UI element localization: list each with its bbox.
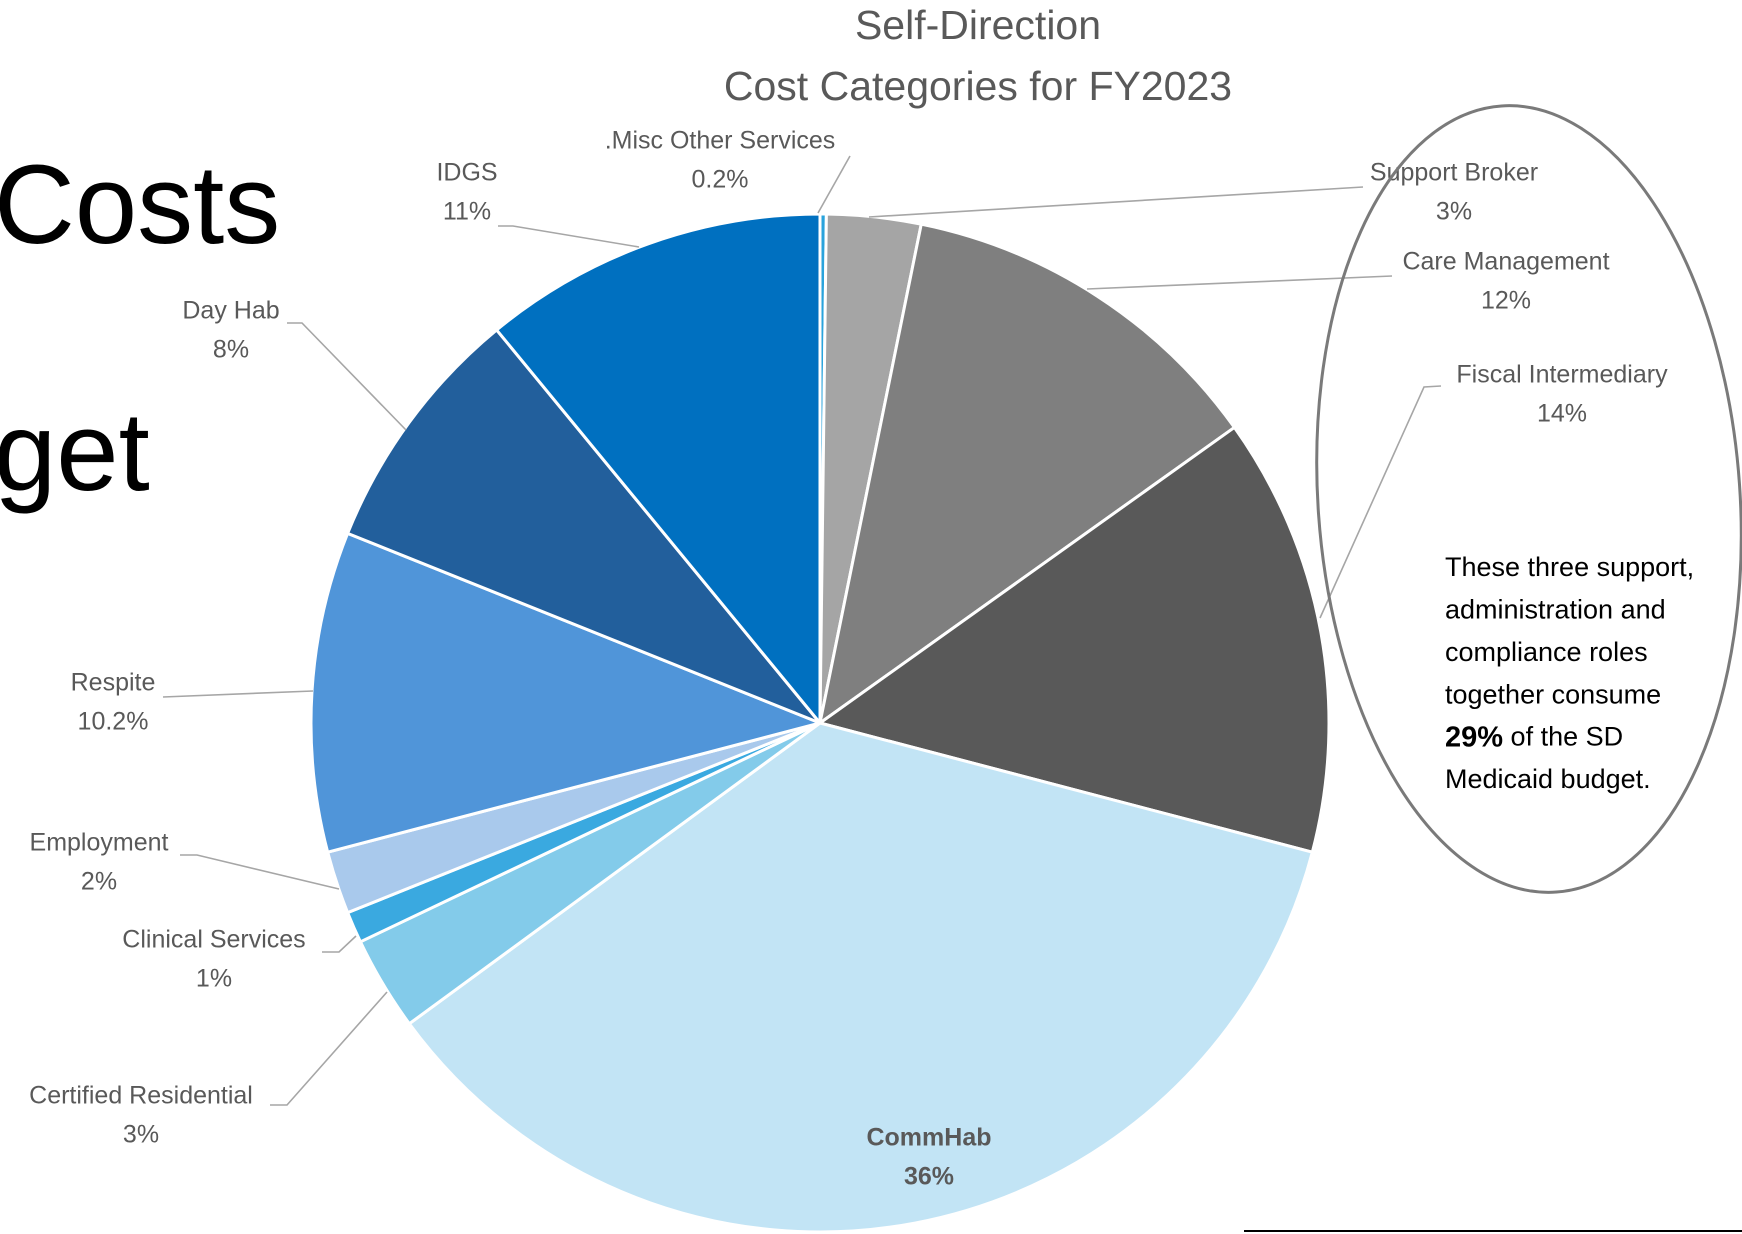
annotation-line: together consume bbox=[1445, 679, 1661, 709]
leader-line bbox=[868, 186, 1364, 218]
slice-value-label: 2% bbox=[81, 868, 117, 896]
annotation-line: compliance roles bbox=[1445, 637, 1648, 667]
slice-value-label: 10.2% bbox=[78, 708, 149, 736]
leader-line bbox=[322, 935, 357, 953]
slice-label: Employment bbox=[30, 829, 169, 857]
slice-value-label: 3% bbox=[123, 1121, 159, 1149]
annotation-emphasis: 29% bbox=[1445, 721, 1503, 753]
slice-label: Respite bbox=[71, 669, 156, 697]
slice-label: Support Broker bbox=[1370, 159, 1538, 187]
slice-value-label: 8% bbox=[213, 336, 249, 364]
pie-slice bbox=[407, 721, 1314, 1234]
leader-line bbox=[270, 991, 388, 1106]
slice-value-label: 14% bbox=[1537, 400, 1587, 428]
leader-line bbox=[498, 225, 640, 248]
leader-line bbox=[817, 155, 851, 214]
slice-label: CommHab bbox=[866, 1124, 991, 1152]
slice-label: Clinical Services bbox=[122, 926, 305, 954]
highlight-ellipse bbox=[1315, 104, 1742, 894]
leader-line bbox=[1086, 275, 1393, 290]
leader-line bbox=[287, 322, 407, 431]
chart-title: Self-Direction bbox=[855, 2, 1101, 48]
pie bbox=[309, 212, 1331, 1234]
slice-label: Day Hab bbox=[182, 297, 279, 325]
pie-slice bbox=[346, 328, 822, 725]
annotation-line: administration and bbox=[1445, 595, 1666, 625]
annotation-text: of the SD bbox=[1503, 722, 1623, 752]
pie-slice bbox=[818, 222, 1236, 725]
slice-label: Certified Residential bbox=[29, 1082, 253, 1110]
slice-label: Care Management bbox=[1402, 248, 1609, 276]
labels: .Misc Other Services 0.2% Support Broker 3%… bbox=[29, 127, 1668, 1191]
slide-text: Costs bbox=[0, 142, 280, 267]
annotation: These three support, administration and co… bbox=[1445, 552, 1694, 794]
slice-label: IDGS bbox=[436, 159, 497, 187]
chart-title: Cost Categories for FY2023 bbox=[724, 63, 1232, 109]
annotation-line: These three support, bbox=[1445, 552, 1694, 582]
slice-value-label: 0.2% bbox=[692, 166, 749, 194]
leader-line bbox=[1319, 385, 1442, 619]
annotation-line: 29% of the SD bbox=[1445, 721, 1623, 753]
slice-label: Fiscal Intermediary bbox=[1456, 361, 1668, 389]
slice-value-label: 1% bbox=[196, 965, 232, 993]
slide-text: get bbox=[0, 389, 150, 514]
pie-slice bbox=[818, 425, 1331, 854]
slice-value-label: 3% bbox=[1436, 198, 1472, 226]
slice-value-label: 11% bbox=[443, 198, 491, 226]
slice-label: .Misc Other Services bbox=[605, 127, 836, 155]
leader-line bbox=[162, 690, 314, 698]
pie-slice bbox=[495, 212, 822, 725]
annotation-line: Medicaid budget. bbox=[1445, 764, 1651, 794]
slice-value-label: 12% bbox=[1481, 287, 1531, 315]
slice-value-label: 36% bbox=[904, 1163, 954, 1191]
leader-line bbox=[180, 854, 340, 890]
